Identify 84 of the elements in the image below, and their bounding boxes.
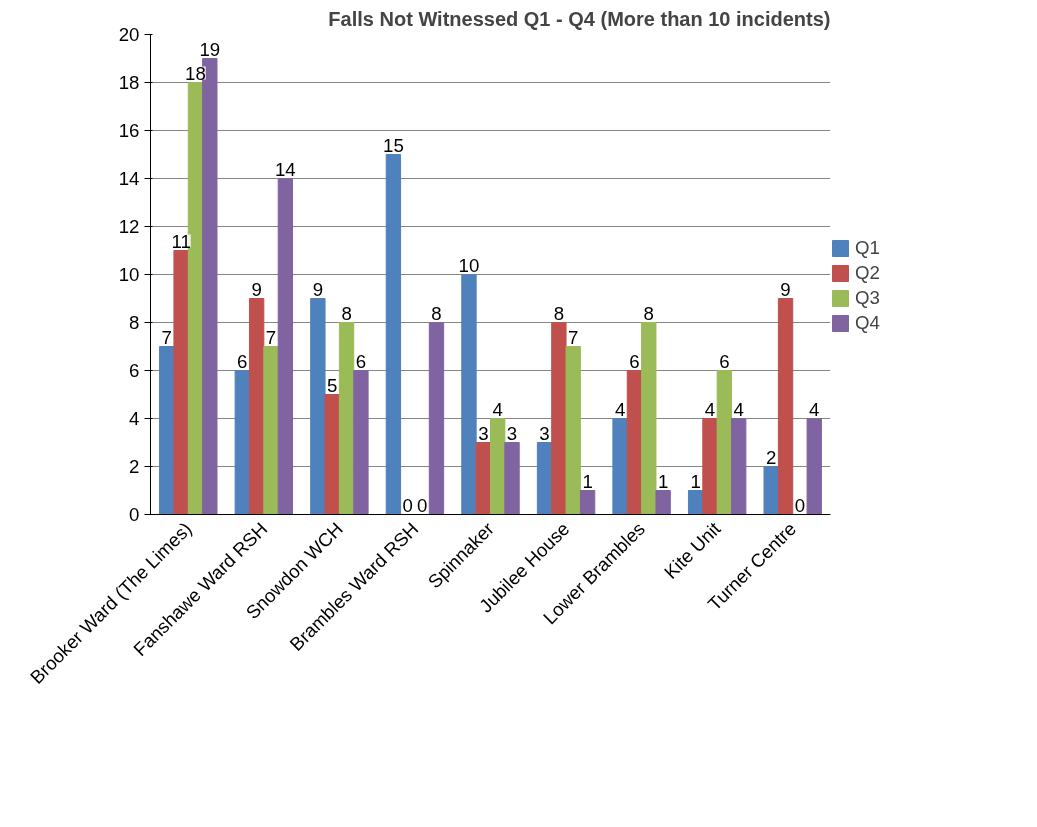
data-label: 6 — [629, 350, 640, 372]
y-tick-label: 0 — [129, 504, 140, 525]
data-label: 6 — [237, 350, 248, 372]
bar — [731, 418, 747, 515]
data-label: 5 — [327, 374, 338, 396]
data-label: 8 — [643, 302, 654, 324]
data-label: 4 — [614, 398, 626, 420]
data-label: 3 — [506, 422, 518, 444]
bar — [626, 370, 643, 515]
y-tick-label: 14 — [118, 168, 140, 189]
y-tick-label: 12 — [118, 216, 140, 237]
data-label: 9 — [312, 278, 324, 300]
data-label: 8 — [341, 302, 352, 324]
legend-label: Q3 — [855, 287, 880, 309]
data-label: 1 — [690, 470, 701, 492]
bar — [536, 442, 553, 515]
bar — [763, 466, 779, 515]
bar — [716, 370, 733, 515]
bar — [687, 490, 704, 515]
y-tick-label: 10 — [118, 264, 140, 285]
bar — [263, 346, 279, 515]
data-label: 1 — [582, 470, 593, 492]
data-label: 19 — [199, 38, 221, 60]
data-label: 10 — [458, 254, 480, 276]
bar — [655, 490, 671, 515]
data-label: 6 — [355, 350, 367, 372]
bar — [641, 322, 657, 515]
bar — [565, 346, 581, 515]
data-label: 9 — [251, 278, 262, 300]
bar — [612, 418, 628, 515]
legend-label: Q4 — [855, 312, 880, 334]
data-label: 8 — [431, 302, 442, 324]
bar — [173, 250, 189, 515]
bar — [428, 322, 445, 515]
chart-title: Falls Not Witnessed Q1 - Q4 (More than 10 incidents) — [328, 7, 831, 30]
bar — [310, 298, 326, 515]
data-label: 14 — [274, 158, 296, 180]
y-tick-label: 18 — [118, 72, 140, 93]
bar — [579, 490, 596, 515]
data-label: 4 — [809, 398, 820, 420]
bar — [702, 418, 718, 515]
y-tick-label: 6 — [129, 360, 140, 381]
data-label: 3 — [539, 422, 550, 444]
data-label: 4 — [704, 398, 716, 420]
bar — [248, 298, 265, 515]
data-label: 1 — [657, 470, 669, 492]
bar — [806, 418, 822, 515]
bar — [159, 346, 175, 515]
bar — [277, 178, 294, 515]
bar — [324, 394, 340, 515]
data-label: 0 — [402, 494, 413, 516]
y-tick-label: 16 — [118, 120, 140, 141]
bar — [777, 298, 794, 515]
bar — [353, 370, 369, 515]
y-tick-label: 8 — [129, 312, 140, 333]
data-label: 7 — [161, 326, 172, 348]
bar — [490, 418, 506, 515]
bar — [504, 442, 520, 515]
y-tick-label: 20 — [118, 24, 140, 45]
data-label: 9 — [780, 278, 791, 300]
bar — [461, 274, 477, 515]
data-label: 7 — [568, 326, 579, 348]
bar — [234, 370, 250, 515]
data-label: 6 — [719, 350, 730, 372]
data-label: 0 — [794, 494, 806, 516]
legend-label: Q2 — [855, 262, 880, 284]
y-tick-label: 4 — [129, 408, 140, 429]
bar — [475, 442, 491, 515]
data-label: 7 — [265, 326, 277, 348]
data-label: 2 — [766, 446, 777, 468]
data-label: 15 — [383, 134, 404, 156]
legend-label: Q1 — [855, 237, 880, 259]
data-label: 4 — [733, 398, 744, 420]
data-label: 18 — [185, 62, 206, 84]
x-tick-label: Kite Unit — [659, 517, 726, 583]
data-label: 4 — [492, 398, 503, 420]
bar — [385, 154, 402, 515]
bar — [338, 322, 355, 515]
data-label: 8 — [553, 302, 565, 324]
data-label: 11 — [171, 230, 191, 252]
data-label: 3 — [478, 422, 489, 444]
bar — [551, 322, 567, 515]
y-tick-label: 2 — [129, 456, 140, 477]
data-label: 0 — [416, 494, 428, 516]
